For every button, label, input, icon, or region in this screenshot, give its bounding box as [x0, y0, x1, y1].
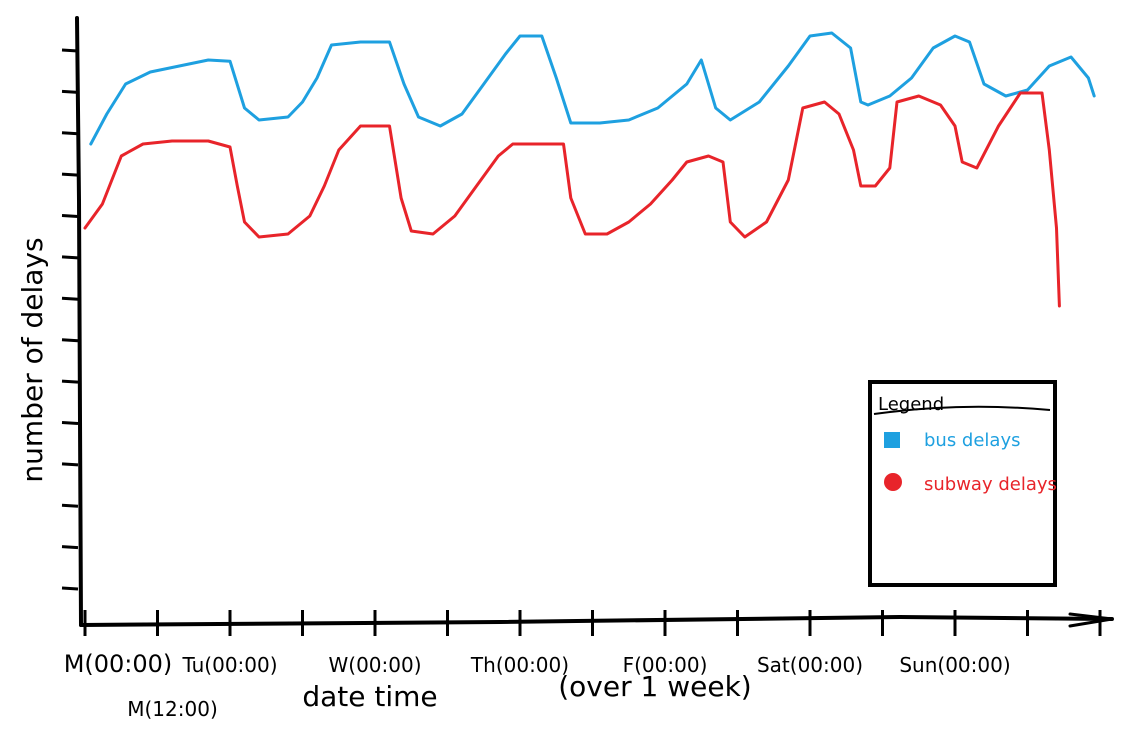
y-axis-label: number of delays — [16, 237, 49, 482]
legend-title-underline — [873, 405, 1051, 415]
y-tick — [61, 131, 79, 136]
x-axis-label-note: (over 1 week) — [558, 670, 751, 703]
y-tick — [61, 379, 79, 384]
y-tick — [61, 172, 79, 177]
x-tick-label: M(00:00) — [64, 650, 173, 678]
y-tick — [61, 420, 79, 425]
x-tick-label: Sat(00:00) — [757, 653, 863, 677]
y-axis-line — [75, 16, 83, 627]
legend: Legend bus delays subway delays — [868, 380, 1057, 587]
x-tick-label: Sun(00:00) — [899, 653, 1010, 677]
series-layer — [83, 31, 1096, 308]
legend-label-bus: bus delays — [924, 430, 1021, 451]
y-tick — [61, 48, 79, 53]
y-tick — [61, 214, 79, 219]
y-tick — [61, 503, 79, 508]
x-axis-label: date time — [302, 680, 437, 713]
legend-label-subway: subway delays — [924, 474, 1057, 495]
x-tick-label: Th(00:00) — [470, 653, 569, 677]
y-tick — [61, 586, 79, 591]
x-tick-label: Tu(00:00) — [181, 653, 277, 677]
y-axis-ticks — [61, 48, 79, 591]
y-tick — [61, 255, 79, 260]
legend-swatch-bus — [884, 432, 900, 448]
x-tick-label: W(00:00) — [328, 653, 421, 677]
y-tick — [61, 462, 79, 467]
series-line-subway — [83, 91, 1061, 308]
y-tick — [61, 89, 79, 94]
legend-swatch-subway — [884, 473, 902, 491]
legend-title: Legend — [878, 394, 944, 415]
y-tick — [61, 545, 79, 550]
legend-box — [868, 380, 1057, 587]
x-tick-label: F(00:00) — [623, 653, 708, 677]
y-tick — [61, 296, 79, 301]
x-axis-line — [79, 614, 1114, 627]
series-line-bus — [89, 31, 1096, 146]
y-tick — [61, 338, 79, 343]
x-axis-ticks: M(00:00) M(12:00) Tu(00:00) W(00:00) Th(00:0… — [64, 610, 1102, 721]
x-axis-arrow — [1068, 612, 1113, 628]
x-tick-label: M(12:00) — [127, 697, 218, 721]
